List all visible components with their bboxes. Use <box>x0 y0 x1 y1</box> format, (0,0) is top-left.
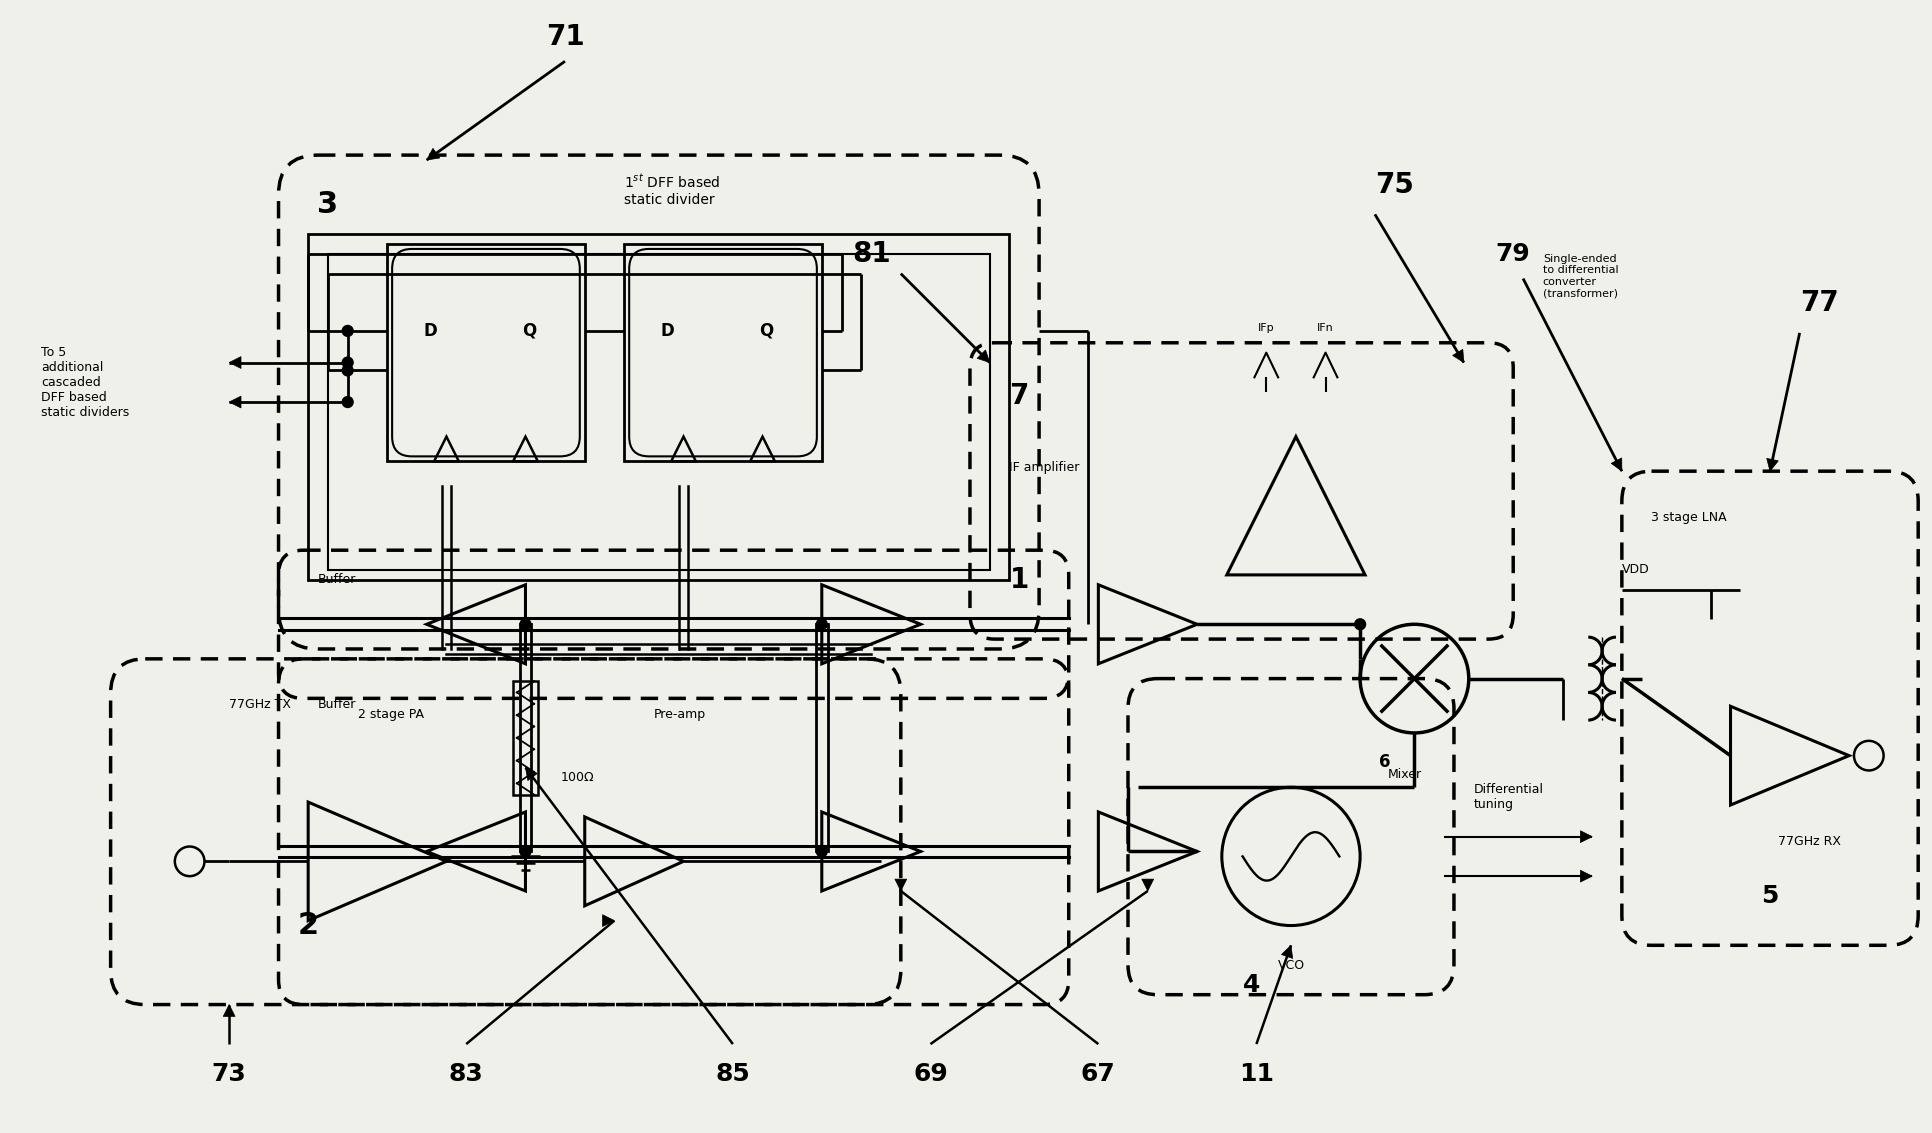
Text: Mixer: Mixer <box>1387 767 1420 781</box>
Polygon shape <box>1580 830 1592 843</box>
Text: 7: 7 <box>1009 382 1028 410</box>
Bar <box>512 681 537 794</box>
Bar <box>386 244 585 461</box>
Text: Pre-amp: Pre-amp <box>653 708 705 722</box>
Text: Differential
tuning: Differential tuning <box>1472 783 1544 811</box>
Circle shape <box>342 397 354 408</box>
Circle shape <box>1354 619 1364 630</box>
Polygon shape <box>1766 459 1777 471</box>
Polygon shape <box>1451 349 1463 363</box>
Text: 67: 67 <box>1080 1062 1115 1085</box>
Text: 2 stage PA: 2 stage PA <box>357 708 423 722</box>
Text: 2: 2 <box>298 911 319 940</box>
Text: 4: 4 <box>1242 973 1260 997</box>
Polygon shape <box>603 914 614 927</box>
Polygon shape <box>895 879 906 891</box>
Polygon shape <box>230 357 242 368</box>
Text: 5: 5 <box>1760 884 1777 908</box>
Text: 6: 6 <box>1378 752 1389 770</box>
Text: D: D <box>423 322 437 340</box>
Text: IFp: IFp <box>1258 323 1273 333</box>
Text: Single-ended
to differential
converter
(transformer): Single-ended to differential converter (… <box>1542 254 1617 299</box>
Circle shape <box>342 365 354 376</box>
Circle shape <box>342 357 354 368</box>
Text: Q: Q <box>522 322 537 340</box>
Text: 83: 83 <box>448 1062 483 1085</box>
Text: 79: 79 <box>1495 241 1530 266</box>
Polygon shape <box>1142 879 1153 891</box>
Text: 77GHz RX: 77GHz RX <box>1777 835 1839 847</box>
Polygon shape <box>1611 458 1621 471</box>
Text: 3 stage LNA: 3 stage LNA <box>1650 511 1725 523</box>
Text: 73: 73 <box>213 1062 247 1085</box>
Polygon shape <box>1580 870 1592 883</box>
Polygon shape <box>427 148 440 160</box>
Text: 71: 71 <box>545 23 583 51</box>
Text: 75: 75 <box>1374 171 1414 198</box>
Text: VDD: VDD <box>1621 563 1648 577</box>
Text: Buffer: Buffer <box>319 573 355 587</box>
Polygon shape <box>978 350 989 363</box>
Polygon shape <box>526 767 537 781</box>
Polygon shape <box>230 397 242 408</box>
Polygon shape <box>222 1005 236 1016</box>
Circle shape <box>520 619 531 630</box>
Text: IFn: IFn <box>1316 323 1333 333</box>
Text: IF amplifier: IF amplifier <box>1009 461 1080 475</box>
Text: 1: 1 <box>1009 565 1028 594</box>
Text: 77GHz TX: 77GHz TX <box>230 698 292 712</box>
Text: VCO: VCO <box>1277 959 1304 972</box>
Text: Buffer: Buffer <box>319 698 355 712</box>
Text: 85: 85 <box>715 1062 750 1085</box>
Text: 1$^{st}$ DFF based
static divider: 1$^{st}$ DFF based static divider <box>624 172 721 206</box>
Text: 69: 69 <box>912 1062 947 1085</box>
Text: D: D <box>661 322 674 340</box>
Circle shape <box>342 325 354 337</box>
Circle shape <box>815 846 827 857</box>
Text: Q: Q <box>759 322 773 340</box>
Text: To 5
additional
cascaded
DFF based
static dividers: To 5 additional cascaded DFF based stati… <box>41 346 129 419</box>
Bar <box>328 254 989 570</box>
Polygon shape <box>1281 945 1293 959</box>
Text: 11: 11 <box>1238 1062 1273 1085</box>
Circle shape <box>520 846 531 857</box>
Circle shape <box>815 619 827 630</box>
Text: 100$\Omega$: 100$\Omega$ <box>560 770 595 784</box>
Bar <box>307 235 1009 580</box>
Text: 77: 77 <box>1799 289 1837 317</box>
Text: 81: 81 <box>852 240 891 267</box>
Text: 3: 3 <box>317 190 338 219</box>
Bar <box>624 244 821 461</box>
